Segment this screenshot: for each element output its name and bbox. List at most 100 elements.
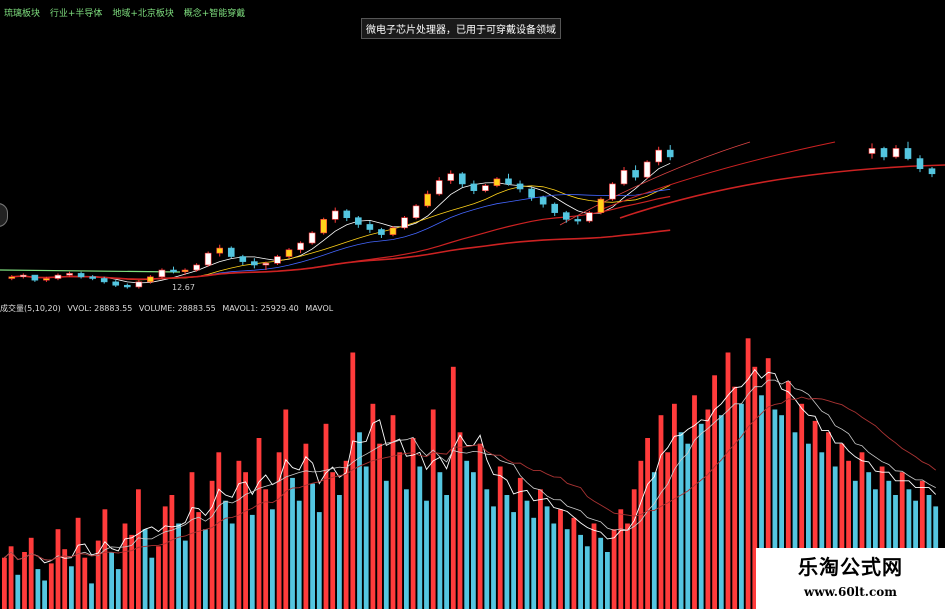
volume-bar	[203, 529, 208, 609]
tab-sector-3[interactable]: 概念+智能穿戴	[183, 9, 246, 19]
volume-bar	[404, 489, 409, 609]
mavol1-value: MAVOL1: 25929.40	[222, 304, 299, 313]
price-candle	[609, 182, 616, 201]
volume-bar	[22, 552, 27, 609]
price-candle	[528, 187, 535, 201]
candle-body	[366, 224, 374, 230]
price-candle	[892, 145, 900, 159]
candle-body	[916, 158, 924, 170]
price-candle	[458, 172, 466, 188]
volume-bar	[846, 460, 851, 609]
volume-bar	[397, 452, 403, 609]
volume-bar	[249, 514, 255, 609]
candle-body	[31, 274, 39, 281]
volume-bar	[256, 438, 262, 609]
volume-indicator-name[interactable]: 成交量(5,10,20)	[0, 304, 61, 313]
volume-bar	[330, 472, 336, 609]
volume-bar	[477, 443, 483, 609]
price-candle	[308, 231, 316, 245]
volume-bar	[806, 443, 811, 609]
mavol10-line	[4, 379, 936, 561]
volume-bar	[524, 500, 530, 609]
volume-bar	[424, 500, 429, 609]
volume-bar	[765, 358, 771, 609]
price-candle	[516, 180, 524, 193]
candle-body	[8, 276, 16, 279]
volume-bar	[859, 452, 865, 609]
volume-bar	[866, 472, 872, 609]
candle-body	[551, 203, 559, 213]
candle-body	[401, 217, 408, 229]
volume-bar	[115, 569, 121, 609]
price-candle	[216, 244, 224, 257]
volume-bar	[631, 489, 637, 609]
candle-body	[54, 274, 62, 279]
candle-body	[493, 178, 501, 186]
volume-bar	[15, 574, 21, 609]
candle-body	[892, 148, 900, 158]
volume-bar	[605, 552, 610, 609]
ma60-extension-line	[619, 164, 945, 219]
candle-body	[308, 232, 316, 244]
price-candle	[666, 145, 674, 161]
candle-body	[655, 149, 662, 163]
volume-bar	[678, 432, 684, 609]
volume-bar	[692, 395, 697, 609]
candle-body	[112, 281, 120, 286]
price-candle	[482, 183, 489, 193]
tab-sector-2[interactable]: 地域+北京板块	[112, 9, 174, 19]
price-candle	[100, 276, 108, 284]
price-candle	[378, 227, 385, 238]
candle-body	[609, 183, 616, 200]
volume-bar	[350, 352, 356, 609]
volume-bar	[732, 386, 738, 609]
price-candle	[123, 283, 131, 289]
volume-bar	[578, 534, 583, 609]
candle-body	[147, 276, 154, 283]
price-candle	[135, 280, 143, 289]
volume-bar	[270, 509, 275, 609]
volume-bar	[564, 529, 570, 609]
volume-bar	[89, 583, 94, 609]
volume-bar	[879, 466, 885, 609]
price-candle	[597, 197, 605, 215]
volume-bar	[337, 495, 342, 609]
volume-bar	[511, 512, 516, 609]
price-candle	[77, 271, 85, 279]
volume-bar	[779, 415, 784, 609]
tab-sector-1[interactable]: 行业+半导体	[49, 9, 103, 19]
volume-bar	[303, 443, 309, 609]
volume-bar	[698, 423, 704, 609]
price-low-label: 12.67	[172, 283, 195, 292]
volume-bar	[558, 509, 563, 609]
candle-body	[285, 249, 293, 257]
volume-bar	[799, 403, 805, 609]
volume-bar	[8, 546, 14, 609]
candle-body	[123, 284, 131, 288]
volume-bar	[169, 495, 175, 609]
volume-bar	[531, 517, 537, 609]
price-panel[interactable]	[0, 0, 945, 300]
volume-bar	[832, 466, 838, 609]
volume-bar	[544, 506, 550, 609]
volume-bar	[430, 409, 436, 609]
volume-bar	[464, 460, 470, 609]
volume-bar	[919, 480, 925, 609]
candle-body	[412, 205, 420, 218]
price-candle	[424, 190, 431, 208]
price-candle	[401, 216, 408, 230]
candle-body	[868, 148, 876, 154]
volume-panel[interactable]	[0, 309, 945, 609]
volume-bar	[69, 566, 74, 609]
volume-bar	[196, 512, 202, 609]
volume-bar	[122, 523, 128, 609]
site-watermark: 乐淘公式网 www.60lt.com	[756, 548, 945, 609]
candle-body	[331, 210, 339, 220]
price-candle	[193, 263, 200, 272]
candle-body	[355, 217, 362, 225]
volume-bar	[162, 506, 168, 609]
tab-sector-0[interactable]: 琉璃板块	[4, 9, 41, 19]
candle-body	[89, 276, 96, 279]
volume-bar	[82, 557, 88, 609]
